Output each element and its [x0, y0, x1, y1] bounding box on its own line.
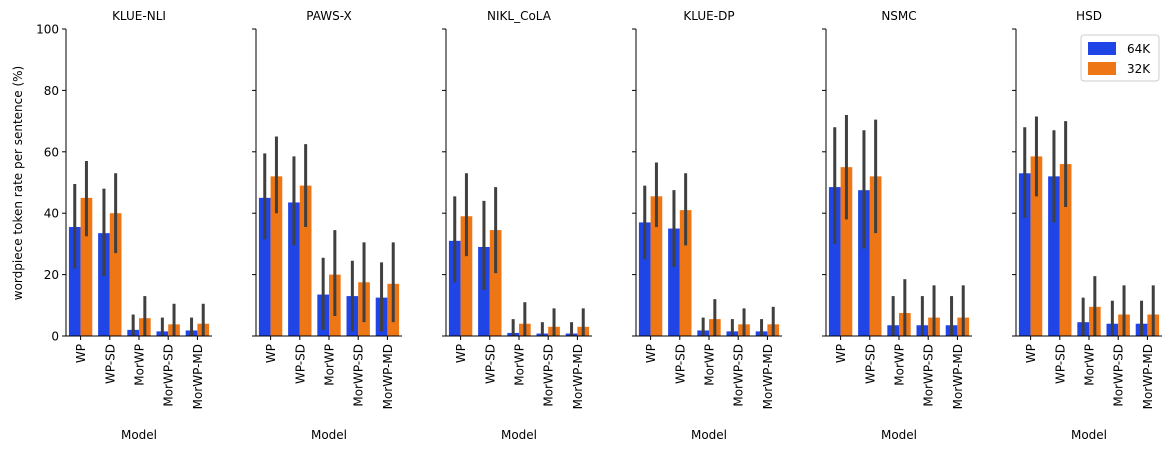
x-tick-label: MorWP-SD: [542, 344, 556, 407]
y-tick-label: 0: [51, 330, 59, 344]
x-tick-label: MorWP-SD: [1112, 344, 1126, 407]
y-tick-label: 40: [44, 207, 59, 221]
legend-swatch-64K: [1088, 42, 1116, 55]
bar-32K: [650, 196, 663, 336]
bar-32K: [80, 197, 93, 336]
bar-64K: [68, 227, 81, 336]
x-axis-label: Model: [501, 428, 537, 442]
subplot-2: NIKL_CoLA WP WP-SD MorWP MorWP-SD MorWP-MD Mod…: [442, 9, 592, 442]
x-tick-label: WP: [454, 344, 468, 363]
y-tick-label: 60: [44, 145, 59, 159]
x-tick-label: MorWP-SD: [352, 344, 366, 407]
x-tick-label: MorWP-MD: [381, 344, 395, 409]
bar-64K: [288, 202, 300, 336]
x-tick-label: MorWP-MD: [761, 344, 775, 409]
subplot-1: PAWS-X WP WP-SD MorWP MorWP-SD MorWP-MD Model: [252, 9, 402, 442]
x-tick-label: WP-SD: [673, 344, 687, 384]
bar-64K: [638, 222, 651, 336]
bar-64K: [1018, 173, 1031, 336]
subplot-title: PAWS-X: [306, 9, 351, 23]
x-axis-label: Model: [1071, 428, 1107, 442]
subplot-title: NIKL_CoLA: [487, 9, 552, 23]
x-tick-label: WP: [644, 344, 658, 363]
x-tick-label: MorWP: [1083, 344, 1097, 386]
x-tick-label: WP: [74, 344, 88, 363]
bar-64K: [448, 240, 461, 336]
x-axis-label: Model: [311, 428, 347, 442]
bar-64K: [828, 187, 841, 336]
x-tick-label: MorWP: [323, 344, 337, 386]
subplot-title: KLUE-NLI: [112, 9, 166, 23]
legend-label-32K: 32K: [1127, 62, 1151, 76]
y-axis-label: wordpiece token rate per sentence (%): [11, 66, 25, 300]
bar-32K: [840, 167, 853, 336]
y-tick-label: 100: [36, 23, 59, 37]
x-tick-label: WP-SD: [863, 344, 877, 384]
legend-swatch-32K: [1088, 62, 1116, 75]
bar-32K: [109, 213, 122, 336]
bar-64K: [258, 197, 271, 336]
bar-32K: [299, 185, 312, 336]
x-axis-label: Model: [121, 428, 157, 442]
bar-64K: [478, 246, 490, 336]
bar-32K: [460, 216, 473, 336]
x-tick-label: MorWP-MD: [571, 344, 585, 409]
x-tick-label: WP-SD: [103, 344, 117, 384]
subplot-title: NSMC: [881, 9, 916, 23]
subplot-title: KLUE-DP: [683, 9, 734, 23]
legend-label-64K: 64K: [1127, 42, 1151, 56]
y-tick-label: 20: [44, 268, 59, 282]
bar-32K: [489, 230, 502, 336]
x-tick-label: WP-SD: [1053, 344, 1067, 384]
subplot-title: HSD: [1076, 9, 1102, 23]
x-tick-label: MorWP: [703, 344, 717, 386]
bar-32K: [270, 176, 283, 336]
x-tick-label: MorWP-SD: [732, 344, 746, 407]
x-tick-label: WP: [264, 344, 278, 363]
x-axis-label: Model: [691, 428, 727, 442]
bar-32K: [869, 176, 882, 336]
y-tick-label: 80: [44, 84, 59, 98]
x-tick-label: MorWP-MD: [191, 344, 205, 409]
x-tick-label: MorWP-MD: [1141, 344, 1155, 409]
x-tick-label: WP: [834, 344, 848, 363]
subplot-grid: KLUE-NLI 0 20 40 60 80 100 WP WP-SD MorWP MorWP-SD…: [36, 9, 1162, 442]
x-tick-label: WP: [1024, 344, 1038, 363]
bar-64K: [98, 233, 110, 336]
x-tick-label: MorWP: [133, 344, 147, 386]
subplot-3: KLUE-DP WP WP-SD MorWP MorWP-SD MorWP-MD Model: [632, 9, 782, 442]
subplot-5: HSD WP WP-SD MorWP MorWP-SD MorWP-MD Model: [1012, 9, 1162, 442]
x-tick-label: MorWP-MD: [951, 344, 965, 409]
bar-32K: [1059, 164, 1072, 336]
subplot-0: KLUE-NLI 0 20 40 60 80 100 WP WP-SD MorWP MorWP-SD…: [36, 9, 212, 442]
bar-64K: [858, 190, 870, 336]
subplot-4: NSMC WP WP-SD MorWP MorWP-SD MorWP-MD Model: [822, 9, 972, 442]
bar-64K: [1048, 176, 1060, 336]
x-tick-label: MorWP-SD: [922, 344, 936, 407]
x-tick-label: MorWP: [513, 344, 527, 386]
x-tick-label: MorWP-SD: [162, 344, 176, 407]
x-tick-label: MorWP: [893, 344, 907, 386]
bar-32K: [1030, 156, 1043, 336]
x-axis-label: Model: [881, 428, 917, 442]
bar-32K: [679, 210, 692, 336]
x-tick-label: WP-SD: [293, 344, 307, 384]
x-tick-label: WP-SD: [483, 344, 497, 384]
bar-64K: [668, 228, 680, 336]
